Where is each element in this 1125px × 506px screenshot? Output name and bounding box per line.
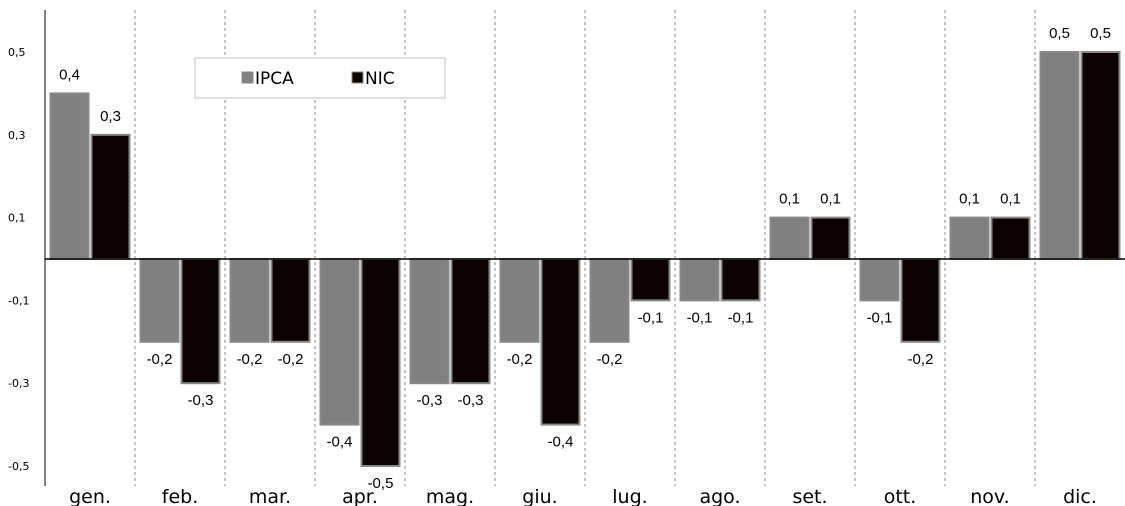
data-label: 0,3	[100, 108, 121, 125]
data-label: 0,4	[59, 66, 80, 83]
category-label: apr.	[342, 486, 378, 506]
category-label: mar.	[249, 486, 291, 506]
data-label: -0,3	[458, 392, 484, 409]
category-label: ott.	[884, 486, 917, 506]
y-tick-label: -0,1	[8, 294, 29, 307]
data-label: -0,2	[908, 351, 934, 368]
bar-nic	[90, 133, 131, 260]
bar-nic	[360, 258, 401, 467]
category-label: ago.	[699, 486, 740, 506]
category-label: giu.	[522, 486, 557, 506]
bar-ipca	[949, 216, 990, 261]
bar-nic	[990, 216, 1031, 261]
y-axis-ticks: 0,5 0,3 0,1 -0,1 -0,3 -0,5	[8, 46, 29, 473]
data-label: -0,1	[687, 309, 713, 326]
bar-ipca	[859, 258, 900, 302]
bar-nic	[180, 258, 221, 385]
data-label: -0,2	[147, 351, 173, 368]
bar-nic	[540, 258, 581, 426]
bar-ipca	[499, 258, 540, 343]
data-label: -0,2	[278, 351, 304, 368]
data-label: -0,4	[327, 434, 353, 451]
bar-nic	[810, 216, 851, 261]
bar-ipca	[409, 258, 450, 385]
category-label: gen.	[69, 486, 111, 506]
axes	[44, 10, 1125, 486]
bar-ipca	[49, 92, 90, 261]
bar-ipca	[589, 258, 630, 343]
bar-nic	[720, 258, 761, 302]
data-label: -0,3	[188, 392, 214, 409]
data-label: -0,2	[597, 351, 623, 368]
data-label: 0,5	[1049, 25, 1070, 42]
bar-nic	[450, 258, 491, 385]
bar-ipca	[1039, 51, 1080, 260]
data-label: -0,1	[638, 309, 664, 326]
x-axis-categories: gen. feb. mar. apr. mag. giu. lug. ago. set. ott.…	[69, 486, 1097, 506]
y-tick-label: 0,5	[8, 46, 26, 59]
data-label: -0,2	[507, 351, 533, 368]
category-label: nov.	[970, 486, 1009, 506]
legend-label: IPCA	[255, 69, 294, 89]
bar-ipca	[319, 258, 360, 426]
legend-swatch	[351, 71, 364, 84]
category-label: dic.	[1063, 486, 1097, 506]
data-label: 0,1	[779, 191, 800, 208]
data-label: -0,2	[237, 351, 263, 368]
legend-swatch	[241, 71, 254, 84]
y-tick-label: 0,3	[8, 129, 26, 142]
y-tick-label: -0,5	[8, 460, 29, 473]
data-label: -0,4	[548, 434, 574, 451]
category-label: feb.	[162, 486, 198, 506]
data-label: 0,1	[820, 191, 841, 208]
y-tick-label: 0,1	[8, 212, 26, 225]
y-tick-label: -0,3	[8, 377, 29, 390]
legend: IPCA NIC	[194, 57, 446, 99]
bar-ipca	[229, 258, 270, 343]
bar-nic	[1080, 51, 1121, 260]
bars	[49, 51, 1121, 467]
bar-nic	[630, 258, 671, 302]
bar-ipca	[139, 258, 180, 343]
bar-ipca	[769, 216, 810, 261]
data-label: 0,5	[1090, 25, 1111, 42]
legend-label: NIC	[365, 69, 395, 89]
data-label: -0,5	[368, 475, 394, 492]
data-label: -0,1	[728, 309, 754, 326]
bar-nic	[270, 258, 311, 343]
data-label: 0,1	[1000, 191, 1021, 208]
category-label: set.	[792, 486, 827, 506]
category-label: lug.	[612, 486, 647, 506]
data-label: -0,3	[417, 392, 443, 409]
category-label: mag.	[426, 486, 474, 506]
data-label: -0,1	[867, 309, 893, 326]
data-label: 0,1	[959, 191, 980, 208]
data-labels: 0,4 0,3 -0,2 -0,3 -0,2 -0,2 -0,4 -0,5 -0,3 -0,3 -0…	[59, 25, 1111, 492]
bar-nic	[900, 258, 941, 343]
bar-ipca	[679, 258, 720, 302]
legend-box	[194, 57, 446, 99]
